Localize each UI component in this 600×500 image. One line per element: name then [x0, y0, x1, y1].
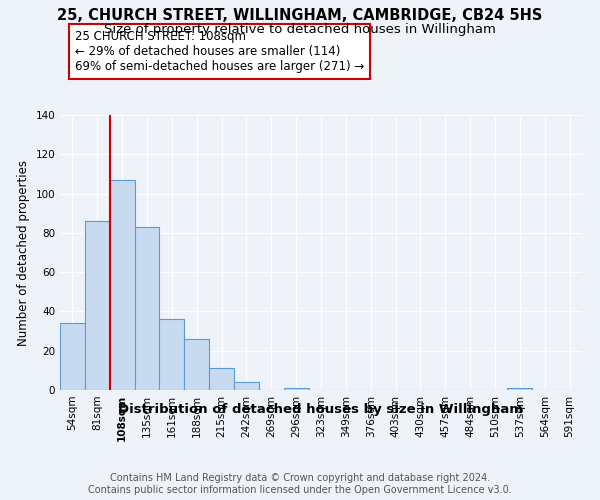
Bar — [209, 368, 234, 390]
Text: 25 CHURCH STREET: 108sqm
← 29% of detached houses are smaller (114)
69% of semi-: 25 CHURCH STREET: 108sqm ← 29% of detach… — [75, 30, 364, 73]
Bar — [60, 323, 85, 390]
Bar — [110, 180, 134, 390]
Bar — [184, 339, 209, 390]
Bar — [85, 221, 110, 390]
Bar — [284, 388, 308, 390]
Text: Size of property relative to detached houses in Willingham: Size of property relative to detached ho… — [104, 22, 496, 36]
Text: Distribution of detached houses by size in Willingham: Distribution of detached houses by size … — [119, 402, 523, 415]
Bar — [160, 320, 184, 390]
Y-axis label: Number of detached properties: Number of detached properties — [17, 160, 30, 346]
Text: 25, CHURCH STREET, WILLINGHAM, CAMBRIDGE, CB24 5HS: 25, CHURCH STREET, WILLINGHAM, CAMBRIDGE… — [58, 8, 542, 22]
Bar — [134, 227, 160, 390]
Bar — [234, 382, 259, 390]
Bar — [508, 388, 532, 390]
Text: Contains HM Land Registry data © Crown copyright and database right 2024.
Contai: Contains HM Land Registry data © Crown c… — [88, 474, 512, 495]
